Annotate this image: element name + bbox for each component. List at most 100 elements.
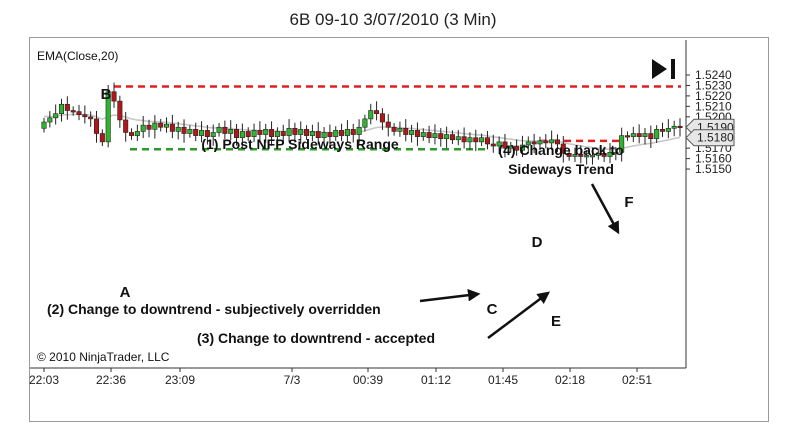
candle-body [543, 140, 549, 144]
candle-body [304, 129, 310, 136]
candle-body [397, 127, 403, 132]
candle-body [630, 133, 636, 137]
candle-body [274, 131, 280, 137]
candle-body [228, 129, 234, 134]
x-axis: 22:03 22:36 23:09 7/3 00:39 01:12 01:45 02:18 02… [29, 367, 686, 387]
candle-body [210, 132, 216, 137]
candle-body [181, 126, 187, 134]
candle-body [391, 126, 397, 132]
candle-body [105, 91, 111, 143]
candle-body [53, 113, 59, 119]
candle-body [566, 153, 572, 157]
candles [41, 82, 683, 165]
annotation-4-line1: (4) Change back to [498, 142, 623, 158]
candle-body [671, 125, 677, 129]
point-label-d: D [532, 234, 543, 251]
candle-body [519, 144, 525, 151]
candle-body [420, 132, 426, 137]
candle-body [584, 155, 590, 158]
price-marker-label: 1.5180 [697, 131, 734, 145]
candle-body [613, 152, 619, 155]
candle-body [572, 154, 578, 157]
candle-body [309, 131, 315, 136]
x-tick-label: 23:09 [165, 373, 195, 387]
candle-body [642, 133, 648, 137]
candle-body [648, 133, 654, 140]
candle-body [222, 126, 228, 134]
candle-body [292, 127, 298, 135]
y-tick-label: 1.5240 [695, 68, 732, 82]
candle-body [251, 130, 257, 137]
x-tick-label: 22:36 [96, 373, 126, 387]
indicator-label: EMA(Close,20) [37, 49, 119, 63]
candle-body [508, 145, 514, 149]
candle-body [444, 134, 450, 140]
point-label-b: B [101, 86, 112, 103]
candle-body [560, 143, 566, 154]
candle-body [432, 133, 438, 139]
annotation-1: (1) Post NFP Sideways Range [201, 136, 399, 152]
point-label-e: E [551, 313, 561, 330]
point-label-f: F [624, 194, 633, 211]
candle-body [70, 110, 76, 113]
candle-body [216, 126, 222, 133]
candle-body [554, 139, 560, 145]
y-tick-label: 1.5220 [695, 89, 732, 103]
candle-body [595, 153, 601, 156]
candle-body [514, 145, 520, 151]
arrow-3 [487, 291, 550, 339]
candle-body [479, 137, 485, 143]
candle-body [146, 124, 152, 130]
candle-body [239, 131, 245, 138]
candle-body [64, 103, 70, 111]
candle-body [549, 139, 555, 144]
candle-body [589, 155, 595, 158]
candle-body [152, 122, 158, 130]
candle-body [140, 124, 146, 132]
arrow-2 [419, 288, 481, 303]
annotation-2: (2) Change to downtrend - subjectively o… [47, 301, 381, 317]
candle-body [344, 129, 350, 136]
skip-to-end-icon[interactable] [650, 58, 678, 80]
candle-body [269, 129, 275, 137]
candle-body [677, 125, 683, 129]
candle-body [525, 141, 531, 146]
candle-body [111, 91, 117, 102]
candle-body [99, 133, 105, 143]
candle-body [298, 129, 304, 135]
candle-body [473, 137, 479, 143]
chart-frame [29, 37, 769, 422]
y-tick-label: 1.5210 [695, 99, 732, 113]
y-tick-label: 1.5150 [695, 162, 732, 176]
candle-body [82, 114, 88, 118]
candle-body [187, 129, 193, 134]
candle-body [134, 131, 140, 136]
candle-body [502, 141, 508, 149]
candle-body [374, 110, 380, 114]
y-tick-label: 1.5160 [695, 152, 732, 166]
candle-body [88, 116, 94, 120]
y-tick-label: 1.5230 [695, 78, 732, 92]
candle-body [484, 137, 490, 145]
point-label-a: A [120, 284, 131, 301]
annotation-4-line2: Sideways Trend [508, 161, 614, 177]
y-axis: 1.52401.52301.52201.52101.52001.51901.51… [685, 40, 735, 368]
arrow-4 [590, 183, 620, 235]
candle-body [467, 137, 473, 143]
x-tick-label: 22:03 [29, 373, 59, 387]
candle-body [280, 131, 286, 136]
point-label-c: C [487, 301, 498, 318]
candle-body [368, 110, 374, 120]
candle-body [199, 130, 205, 136]
candle-body [123, 119, 129, 133]
candle-body [531, 141, 537, 145]
x-tick-label: 02:51 [622, 373, 652, 387]
candle-body [321, 132, 327, 139]
candle-body [76, 111, 82, 116]
candle-body [169, 123, 175, 132]
x-tick-label: 01:12 [421, 373, 451, 387]
ema-line [43, 113, 681, 151]
x-tick-label: 01:45 [488, 373, 518, 387]
candle-body [654, 129, 660, 140]
candle-body [333, 130, 339, 137]
